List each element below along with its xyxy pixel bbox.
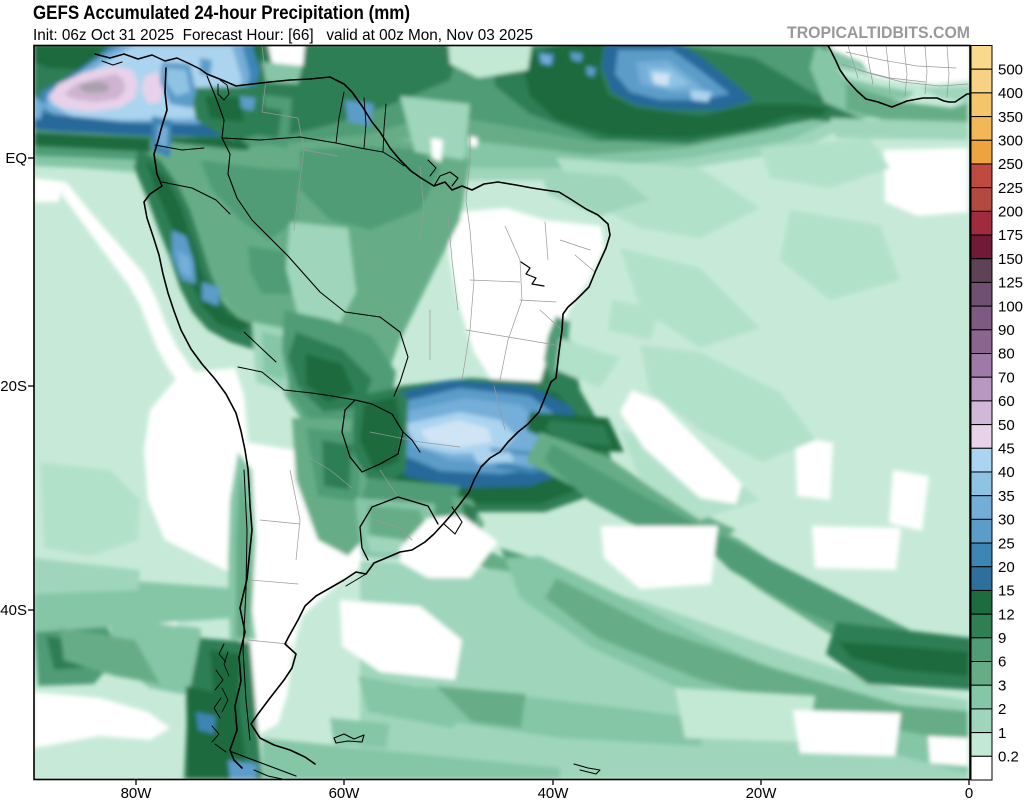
- svg-text:35: 35: [998, 488, 1015, 505]
- svg-text:EQ: EQ: [5, 150, 27, 167]
- svg-text:6: 6: [998, 654, 1006, 671]
- svg-text:20S: 20S: [0, 378, 27, 395]
- svg-text:3: 3: [998, 677, 1006, 694]
- svg-text:12: 12: [998, 606, 1015, 623]
- svg-text:40: 40: [998, 464, 1015, 481]
- svg-text:175: 175: [998, 227, 1023, 244]
- svg-text:25: 25: [998, 535, 1015, 552]
- svg-text:250: 250: [998, 156, 1023, 173]
- svg-text:350: 350: [998, 109, 1023, 126]
- svg-text:0.2: 0.2: [998, 749, 1019, 766]
- svg-text:300: 300: [998, 133, 1023, 150]
- svg-text:9: 9: [998, 630, 1006, 647]
- svg-text:60: 60: [998, 393, 1015, 410]
- svg-text:400: 400: [998, 85, 1023, 102]
- svg-text:150: 150: [998, 251, 1023, 268]
- svg-text:70: 70: [998, 369, 1015, 386]
- svg-text:50: 50: [998, 417, 1015, 434]
- svg-text:1: 1: [998, 725, 1006, 742]
- svg-text:GEFS Accumulated 24-hour Preci: GEFS Accumulated 24-hour Precipitation (…: [33, 3, 410, 24]
- svg-text:40S: 40S: [0, 602, 27, 619]
- svg-text:20W: 20W: [746, 785, 778, 800]
- svg-text:90: 90: [998, 322, 1015, 339]
- svg-text:0: 0: [965, 785, 973, 800]
- svg-text:Init: 06z Oct 31 2025 Forecas: Init: 06z Oct 31 2025 Forecast Hour: [66…: [33, 27, 533, 44]
- svg-text:30: 30: [998, 512, 1015, 529]
- svg-text:125: 125: [998, 275, 1023, 292]
- svg-text:60W: 60W: [329, 785, 361, 800]
- svg-text:40W: 40W: [538, 785, 570, 800]
- svg-text:2: 2: [998, 701, 1006, 718]
- svg-text:15: 15: [998, 583, 1015, 600]
- svg-text:TROPICALTIDBITS.COM: TROPICALTIDBITS.COM: [787, 23, 970, 42]
- svg-text:200: 200: [998, 204, 1023, 221]
- svg-text:20: 20: [998, 559, 1015, 576]
- svg-text:80W: 80W: [121, 785, 153, 800]
- svg-text:100: 100: [998, 298, 1023, 315]
- svg-text:45: 45: [998, 441, 1015, 458]
- svg-text:80: 80: [998, 346, 1015, 363]
- svg-text:225: 225: [998, 180, 1023, 197]
- svg-text:500: 500: [998, 61, 1023, 78]
